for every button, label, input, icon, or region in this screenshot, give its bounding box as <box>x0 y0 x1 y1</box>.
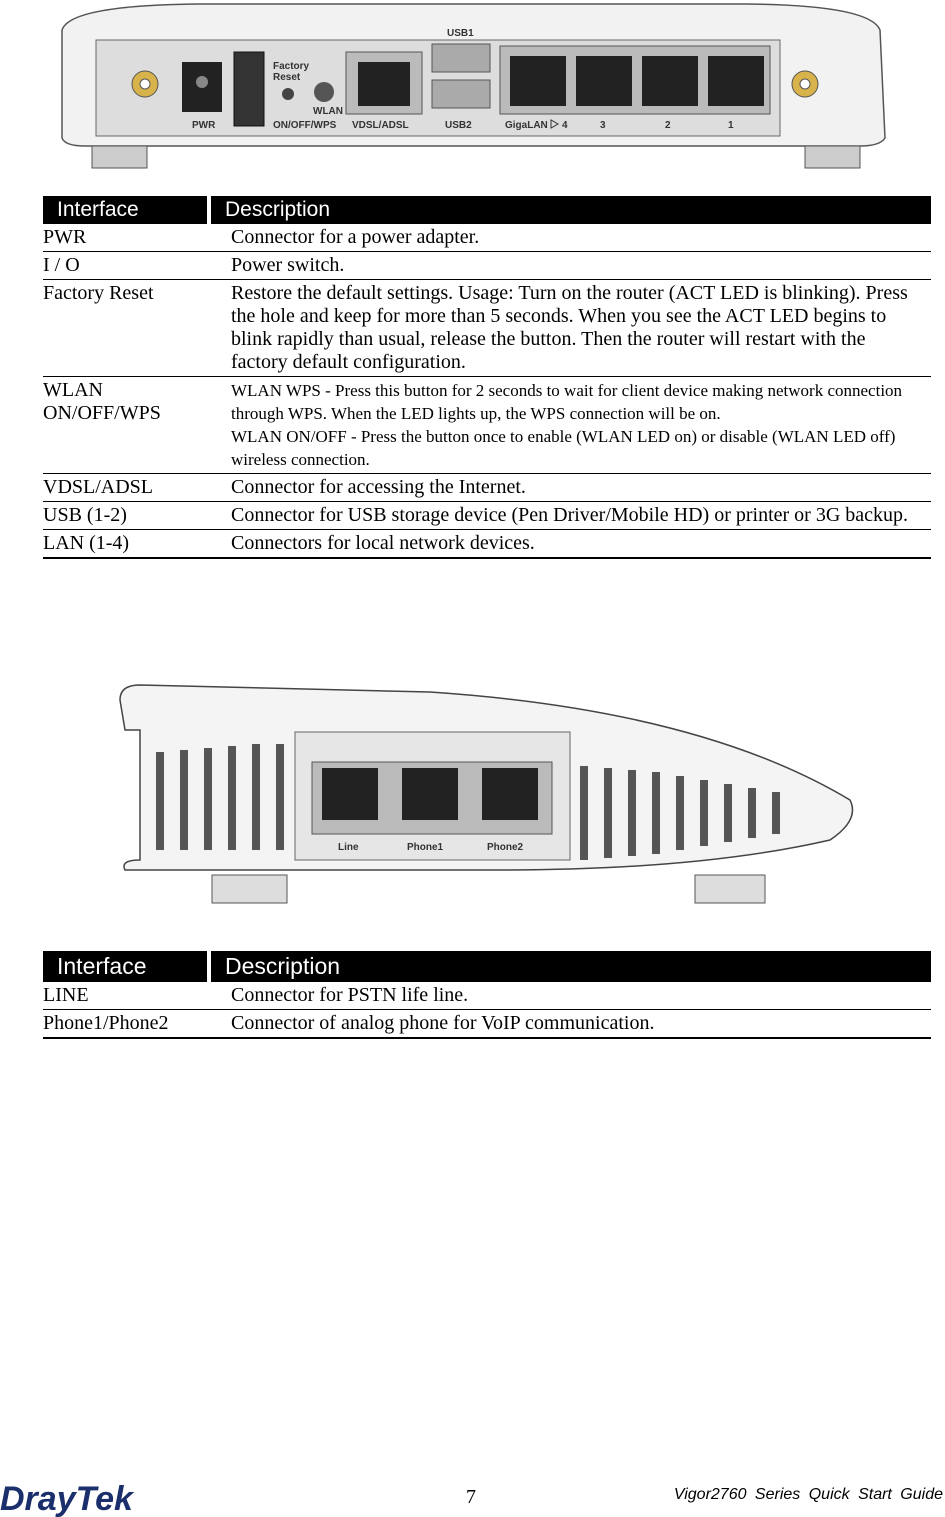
interface-cell: PWR <box>43 224 209 252</box>
port-label: Phone1 <box>407 842 444 853</box>
port-label: WLAN <box>313 106 343 117</box>
header-cell: Interface <box>43 951 209 982</box>
description-text: Connector of analog phone for VoIP commu… <box>231 1012 655 1034</box>
interface-cell: Phone1/Phone2 <box>43 1009 209 1039</box>
description-text: Connector for PSTN life line. <box>231 984 469 1006</box>
router-side-figure: Line Phone1 Phone2 <box>119 684 854 904</box>
interface-cell: I / O <box>43 251 209 280</box>
port-label: GigaLAN <box>505 120 548 131</box>
header-row: Interface Description <box>43 196 931 224</box>
description-text: Power switch. <box>231 254 345 276</box>
page-number: 7 <box>466 1486 476 1508</box>
port-label: USB1 <box>447 28 474 39</box>
description-cell: Connector of analog phone for VoIP commu… <box>209 1009 931 1039</box>
port-label: USB2 <box>445 120 472 131</box>
interface-cell: Factory Reset <box>43 279 209 377</box>
port-label: Line <box>338 842 359 853</box>
table-row: VDSL/ADSL Connector for accessing the Int… <box>43 473 931 502</box>
interface-cell: USB (1-2) <box>43 501 209 530</box>
interface-cell: WLAN ON/OFF/WPS <box>43 376 209 474</box>
description-cell: Restore the default settings. Usage: Tur… <box>209 279 931 377</box>
port-label: ON/OFF/WPS <box>273 120 337 131</box>
table-row: USB (1-2) Connector for USB storage devic… <box>43 501 931 530</box>
header-cell: Interface <box>43 196 209 224</box>
port-label: 2 <box>665 120 671 131</box>
table-row: LINE Connector for PSTN life line. <box>43 982 931 1010</box>
port-label: Phone2 <box>487 842 524 853</box>
description-cell: Power switch. <box>209 251 931 280</box>
description-text: WLAN ON/OFF - Press the button once to e… <box>231 427 896 469</box>
doc-title: Vigor2760 Series Quick Start Guide <box>673 1486 943 1503</box>
port-label: 4 <box>562 120 568 131</box>
interface-cell: VDSL/ADSL <box>43 473 209 502</box>
header-cell: Description <box>207 951 931 982</box>
port-label: Factory <box>273 61 310 72</box>
description-cell: Connector for USB storage device (Pen Dr… <box>209 501 931 530</box>
description-text: Connector for USB storage device (Pen Dr… <box>231 504 909 526</box>
table-row: LAN (1-4) Connectors for local network de… <box>43 529 931 559</box>
port-label: PWR <box>192 120 216 131</box>
description-text: Connectors for local network devices. <box>231 532 535 554</box>
table-row: WLAN ON/OFF/WPS WLAN WPS - Press this but… <box>43 376 931 474</box>
table-row: PWR Connector for a power adapter. <box>43 224 931 252</box>
interface-cell: LAN (1-4) <box>43 529 209 559</box>
description-cell: WLAN WPS - Press this button for 2 secon… <box>209 376 931 474</box>
header-row: Interface Description <box>43 951 931 982</box>
description-cell: Connector for a power adapter. <box>209 224 931 252</box>
router-back-figure: USB1 Factory Reset WLAN PWR ON/OFF/WPS V… <box>61 3 886 169</box>
description-cell: Connectors for local network devices. <box>209 529 931 559</box>
table-row: Phone1/Phone2 Connector of analog phone f… <box>43 1009 931 1039</box>
interface-table: Interface Description LINE Connector for PS… <box>43 951 931 1039</box>
interface-table: Interface Description PWR Connector for a p… <box>43 196 931 559</box>
description-text: Restore the default settings. Usage: Tur… <box>231 282 908 373</box>
description-cell: Connector for PSTN life line. <box>209 982 931 1010</box>
description-text: Connector for a power adapter. <box>231 226 480 248</box>
description-text: Connector for accessing the Internet. <box>231 476 526 498</box>
port-label: VDSL/ADSL <box>352 120 409 131</box>
interface-cell: LINE <box>43 982 209 1010</box>
header-cell: Description <box>207 196 931 224</box>
table-row: Factory Reset Restore the default setting… <box>43 279 931 377</box>
port-label: 1 <box>728 120 734 131</box>
description-text: WLAN WPS - Press this button for 2 secon… <box>231 381 903 423</box>
port-label: Reset <box>273 72 301 83</box>
table-row: I / O Power switch. <box>43 251 931 280</box>
description-cell: Connector for accessing the Internet. <box>209 473 931 502</box>
port-label: 3 <box>600 120 606 131</box>
logo: DrayTek <box>0 1480 133 1517</box>
